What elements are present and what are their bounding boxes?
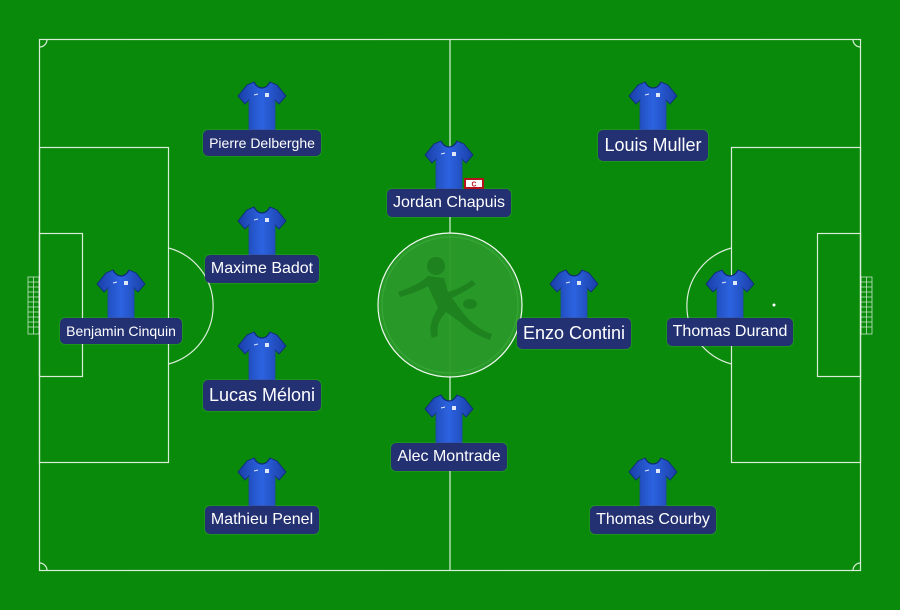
right-goal-net [860, 276, 873, 335]
player-name: Maxime Badot [204, 255, 320, 284]
player-name: Mathieu Penel [204, 506, 320, 535]
player-name: Lucas Méloni [202, 380, 322, 411]
jersey-icon [237, 205, 287, 257]
player-enzo-contini[interactable]: Enzo Contini [509, 268, 639, 349]
left-goal-net [27, 276, 40, 335]
player-name: Alec Montrade [391, 443, 507, 472]
player-alec-montrade[interactable]: Alec Montrade [384, 393, 514, 472]
jersey-icon [96, 268, 146, 320]
player-benjamin-cinquin[interactable]: Benjamin Cinquin [56, 268, 186, 345]
jersey-icon [705, 268, 755, 320]
player-name: Jordan Chapuis [386, 189, 512, 218]
player-lucas-meloni[interactable]: Lucas Méloni [197, 330, 327, 411]
player-name: Pierre Delberghe [203, 130, 321, 157]
player-louis-muller[interactable]: Louis Muller [588, 80, 718, 161]
jersey-icon [237, 330, 287, 382]
player-thomas-durand[interactable]: Thomas Durand [665, 268, 795, 347]
jersey-icon [549, 268, 599, 320]
player-name: Thomas Courby [590, 506, 716, 535]
player-name: Thomas Durand [666, 318, 794, 347]
kicking-player-silhouette-icon [398, 257, 492, 340]
jersey-icon [628, 80, 678, 132]
player-jordan-chapuis[interactable]: Jordan Chapuis [384, 139, 514, 218]
player-name: Enzo Contini [516, 318, 632, 349]
player-maxime-badot[interactable]: Maxime Badot [197, 205, 327, 284]
player-pierre-delberghe[interactable]: Pierre Delberghe [197, 80, 327, 157]
jersey-icon [424, 393, 474, 445]
captain-badge-label: C [471, 182, 476, 189]
player-mathieu-penel[interactable]: Mathieu Penel [197, 456, 327, 535]
player-thomas-courby[interactable]: Thomas Courby [588, 456, 718, 535]
player-name: Benjamin Cinquin [60, 318, 182, 345]
jersey-icon [237, 456, 287, 508]
player-name: Louis Muller [598, 130, 708, 161]
captain-armband-icon: C [464, 178, 484, 189]
jersey-icon [628, 456, 678, 508]
jersey-icon [237, 80, 287, 132]
